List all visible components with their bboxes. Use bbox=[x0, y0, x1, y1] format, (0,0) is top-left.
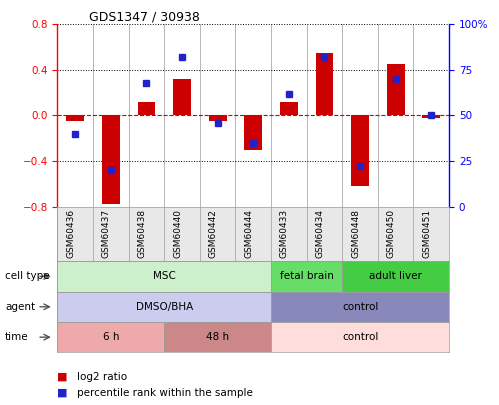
Bar bbox=[271, 322, 449, 352]
Bar bbox=[66, 115, 84, 121]
Bar bbox=[57, 322, 164, 352]
Bar bbox=[280, 102, 298, 115]
Text: 48 h: 48 h bbox=[206, 332, 229, 342]
Text: GSM60448: GSM60448 bbox=[351, 209, 360, 258]
Bar bbox=[315, 53, 333, 115]
Text: agent: agent bbox=[5, 302, 35, 312]
Text: ■: ■ bbox=[57, 372, 68, 382]
Bar bbox=[351, 115, 369, 186]
Text: GSM60450: GSM60450 bbox=[387, 209, 396, 258]
Text: adult liver: adult liver bbox=[369, 271, 422, 281]
Bar bbox=[173, 79, 191, 115]
Text: GSM60436: GSM60436 bbox=[66, 209, 75, 258]
Bar bbox=[57, 292, 271, 322]
Text: GSM60437: GSM60437 bbox=[102, 209, 111, 258]
Text: control: control bbox=[342, 302, 378, 312]
Text: ■: ■ bbox=[57, 388, 68, 398]
Bar bbox=[209, 115, 227, 121]
Bar bbox=[342, 261, 449, 292]
Bar bbox=[422, 115, 440, 118]
Bar bbox=[245, 115, 262, 149]
Text: GSM60444: GSM60444 bbox=[244, 209, 253, 258]
Text: fetal brain: fetal brain bbox=[280, 271, 334, 281]
Text: 6 h: 6 h bbox=[103, 332, 119, 342]
Text: GDS1347 / 30938: GDS1347 / 30938 bbox=[89, 10, 200, 23]
Text: percentile rank within the sample: percentile rank within the sample bbox=[77, 388, 253, 398]
Text: GSM60440: GSM60440 bbox=[173, 209, 182, 258]
Bar bbox=[387, 64, 405, 115]
Bar bbox=[138, 102, 155, 115]
Text: log2 ratio: log2 ratio bbox=[77, 372, 127, 382]
Bar bbox=[271, 292, 449, 322]
Text: time: time bbox=[5, 332, 28, 342]
Text: control: control bbox=[342, 332, 378, 342]
Text: DMSO/BHA: DMSO/BHA bbox=[136, 302, 193, 312]
Bar bbox=[164, 322, 271, 352]
Text: GSM60442: GSM60442 bbox=[209, 209, 218, 258]
Bar bbox=[271, 261, 342, 292]
Text: GSM60451: GSM60451 bbox=[422, 209, 431, 258]
Bar bbox=[102, 115, 120, 204]
Text: GSM60438: GSM60438 bbox=[137, 209, 146, 258]
Text: GSM60433: GSM60433 bbox=[280, 209, 289, 258]
Bar bbox=[57, 261, 271, 292]
Text: GSM60434: GSM60434 bbox=[315, 209, 324, 258]
Text: cell type: cell type bbox=[5, 271, 49, 281]
Text: MSC: MSC bbox=[153, 271, 176, 281]
